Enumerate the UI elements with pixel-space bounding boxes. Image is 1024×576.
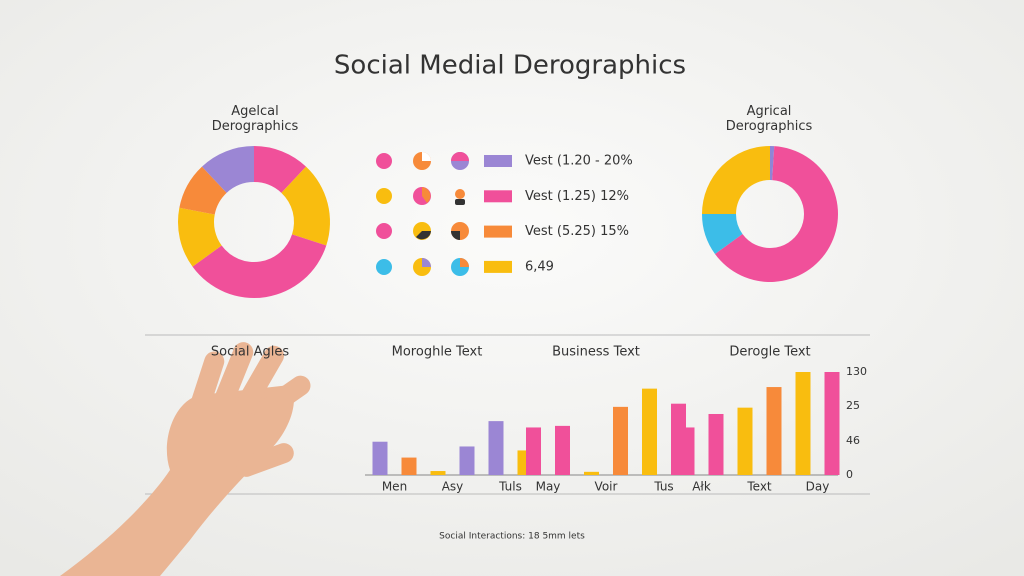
bar — [584, 471, 599, 475]
donut-slice — [178, 207, 222, 267]
x-tick-label: Tuls — [498, 480, 522, 494]
section-title: Moroghle Text — [392, 345, 483, 360]
bar — [613, 406, 628, 475]
legend-label: Vest (5.25) 15% — [525, 224, 629, 239]
legend-label: Vest (1.20 - 20% — [525, 154, 633, 169]
section-title: Business Text — [552, 345, 640, 360]
y-tick-label: 25 — [846, 399, 860, 412]
x-tick-label: Men — [382, 480, 407, 494]
bar — [488, 421, 504, 475]
bar — [737, 407, 753, 475]
legend-swatch — [484, 190, 512, 203]
donut-title: Agelcal Derographics — [211, 104, 299, 134]
bar — [372, 441, 388, 475]
x-tick-label: Voir — [595, 480, 618, 494]
legend-swatch — [484, 225, 512, 238]
donut-slice — [770, 146, 775, 181]
donut-slice — [702, 146, 770, 214]
bar — [708, 413, 724, 475]
y-tick-label: 130 — [846, 365, 867, 378]
donut-slice — [201, 146, 254, 193]
bar — [555, 425, 570, 475]
donut-slice — [192, 234, 327, 299]
x-tick-label: Tus — [653, 480, 673, 494]
bar — [430, 471, 446, 475]
x-tick-label: Text — [746, 480, 772, 494]
footer: Social Interactions: 18 5mm lets — [439, 532, 585, 542]
donut-slice — [254, 146, 307, 193]
bar — [824, 372, 840, 475]
x-tick-label: Ałk — [692, 480, 711, 494]
donut-slice — [714, 146, 838, 282]
donut-slice — [281, 166, 330, 246]
legend-swatch — [484, 155, 512, 167]
bar — [795, 372, 811, 475]
x-tick-label: May — [536, 480, 561, 494]
bar — [526, 427, 541, 475]
section-title: Social Agles — [211, 345, 289, 360]
hand — [60, 342, 311, 576]
bar — [642, 388, 657, 475]
legend-label: 6,49 — [525, 259, 554, 274]
donut-slice — [702, 214, 743, 254]
legend-icons — [376, 152, 469, 276]
page-title: Social Medial Derographics — [334, 51, 686, 81]
bar — [459, 446, 475, 475]
bar — [401, 457, 417, 475]
x-tick-label: Asy — [442, 480, 464, 494]
legend-swatch — [484, 260, 512, 273]
y-tick-label: 46 — [846, 434, 860, 447]
legend-label: Vest (1.25) 12% — [525, 189, 629, 204]
x-tick-label: Day — [806, 480, 830, 494]
donut-slice — [179, 166, 227, 215]
bar — [766, 387, 782, 475]
section-title: Derogle Text — [729, 345, 810, 360]
bar — [679, 427, 695, 475]
donut-title: Agrical Derographics — [725, 104, 813, 134]
y-tick-label: 0 — [846, 468, 853, 481]
